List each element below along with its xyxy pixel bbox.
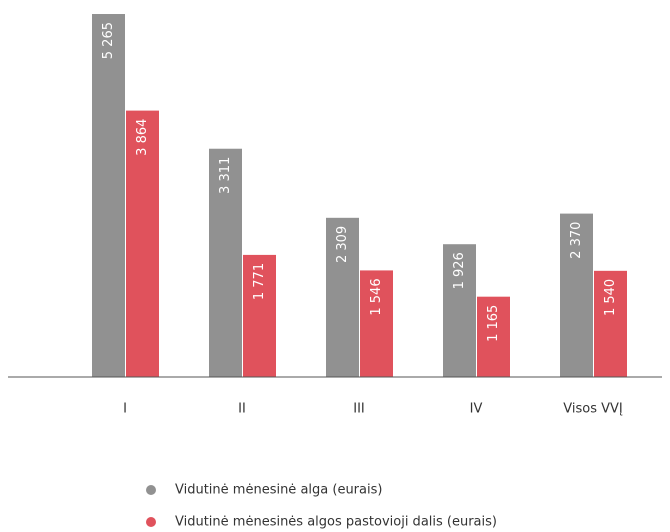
x-tick-label: Visos VVĮ xyxy=(563,402,623,417)
bar xyxy=(477,296,510,377)
bar xyxy=(326,217,359,377)
legend-label: Vidutinė mėnesinės algos pastovioji dali… xyxy=(175,515,497,530)
legend-label: Vidutinė mėnesinė alga (eurais) xyxy=(175,483,382,498)
value-label: 2 370 xyxy=(569,222,584,259)
value-label: 1 540 xyxy=(603,279,618,316)
value-label: 1 165 xyxy=(486,305,501,342)
x-tick-label: II xyxy=(238,402,246,417)
value-label: 3 864 xyxy=(135,119,150,156)
bar xyxy=(92,14,125,377)
bar xyxy=(209,148,242,377)
value-label: 1 546 xyxy=(369,278,384,315)
x-tick-label: I xyxy=(123,402,127,417)
bar xyxy=(443,244,476,377)
bar xyxy=(560,213,593,377)
value-label: 1 771 xyxy=(252,263,267,300)
x-tick-label: IV xyxy=(470,402,483,417)
legend-marker xyxy=(146,517,156,527)
value-label: 5 265 xyxy=(101,22,116,59)
bar xyxy=(594,270,627,377)
bar xyxy=(360,270,393,377)
legend-marker xyxy=(146,485,156,495)
value-label: 1 926 xyxy=(452,252,467,289)
x-tick-label: III xyxy=(353,402,365,417)
value-label: 3 311 xyxy=(218,157,233,194)
value-label: 2 309 xyxy=(335,226,350,263)
bar xyxy=(243,254,276,377)
bar xyxy=(126,110,159,377)
